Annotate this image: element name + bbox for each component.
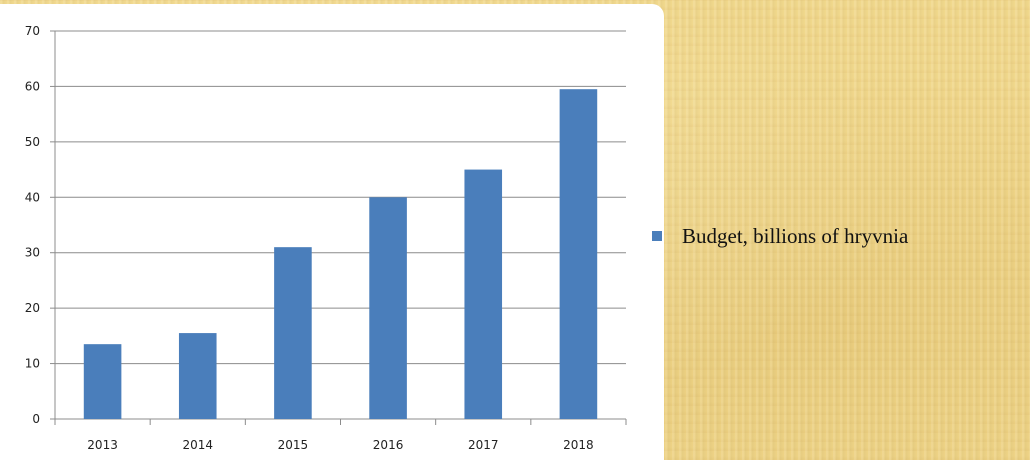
- y-tick-label: 20: [25, 301, 40, 315]
- x-tick-label: 2013: [87, 438, 118, 452]
- y-tick-label: 40: [25, 190, 40, 204]
- y-tick-label: 30: [25, 246, 40, 260]
- x-tick-label: 2015: [278, 438, 309, 452]
- y-tick-label: 50: [25, 135, 40, 149]
- legend: Budget, billions of hryvnia: [652, 222, 908, 250]
- bar: [83, 344, 122, 419]
- y-tick-label: 60: [25, 79, 40, 93]
- bar: [369, 197, 407, 419]
- chart-panel: 0 10 20 30 40 50 60 70 2013 2014 2015 2016 2017 2018: [0, 4, 664, 460]
- y-tick-label: 10: [25, 357, 40, 371]
- bar: [178, 333, 217, 419]
- x-tick-label: 2014: [182, 438, 213, 452]
- y-tick-label: 70: [25, 24, 40, 38]
- bar-chart: 0 10 20 30 40 50 60 70 2013 2014 2015 2016 2017 2018: [25, 24, 627, 452]
- x-tick-label: 2018: [563, 438, 594, 452]
- x-tick-label: 2016: [373, 438, 404, 452]
- legend-label: Budget, billions of hryvnia: [682, 223, 909, 248]
- x-tick-label: 2017: [468, 438, 499, 452]
- bar: [559, 89, 598, 419]
- legend-swatch: [652, 231, 662, 241]
- bar: [464, 169, 503, 419]
- bar: [274, 247, 312, 419]
- y-tick-label: 0: [32, 412, 40, 426]
